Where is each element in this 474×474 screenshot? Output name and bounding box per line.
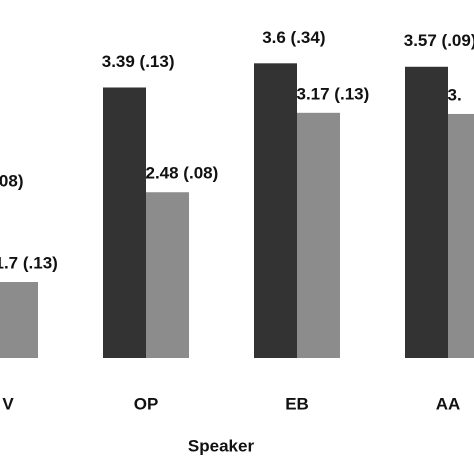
value-label: 3.39 (.13) xyxy=(102,52,175,71)
value-label: 3.6 (.34) xyxy=(262,28,325,47)
bar xyxy=(297,112,340,358)
bar xyxy=(0,282,38,358)
x-tick-label: EB xyxy=(285,394,309,413)
value-label: 3.17 (.13) xyxy=(297,84,370,103)
value-label: 3. xyxy=(448,85,462,104)
x-tick-label: OP xyxy=(134,394,159,413)
value-label: .08) xyxy=(0,172,24,191)
x-tick-label: V xyxy=(2,394,14,413)
bar xyxy=(448,113,474,358)
value-label: 2.48 (.08) xyxy=(146,164,219,183)
bar xyxy=(254,63,297,359)
bar xyxy=(103,87,146,358)
x-axis-label: Speaker xyxy=(188,436,255,455)
value-label: 1.7 (.13) xyxy=(0,254,58,273)
bar xyxy=(146,192,189,358)
bar xyxy=(405,66,448,359)
value-label: 3.57 (.09) xyxy=(404,31,474,50)
x-tick-label: AA xyxy=(436,394,461,413)
